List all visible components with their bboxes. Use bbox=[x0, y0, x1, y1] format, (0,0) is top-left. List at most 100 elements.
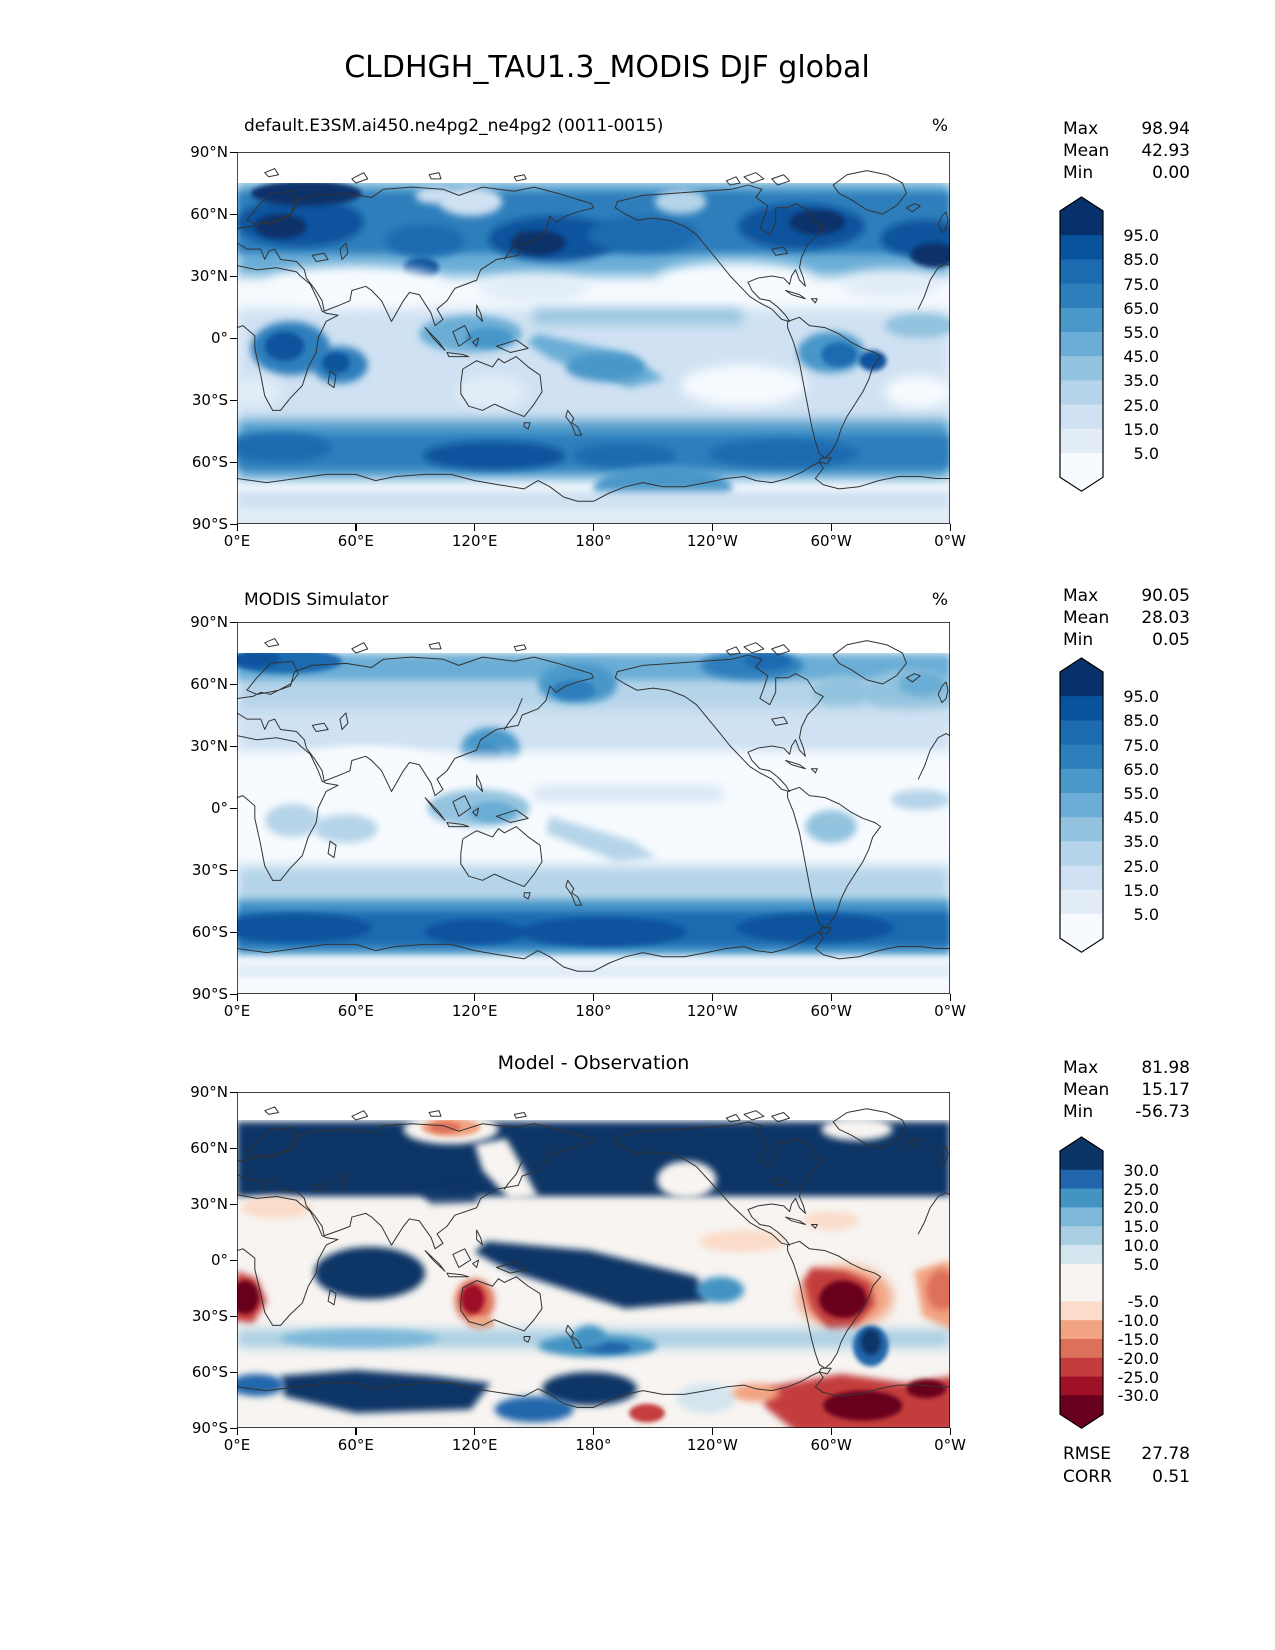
y-tick-label: 90°S bbox=[191, 985, 228, 1003]
y-tick-label: 90°S bbox=[191, 1419, 228, 1437]
x-tick-label: 120°E bbox=[451, 1436, 498, 1454]
colorbar-segment bbox=[1060, 865, 1103, 891]
colorbar-tick-label: 85.0 bbox=[1123, 711, 1159, 731]
colorbar bbox=[1059, 1136, 1104, 1429]
y-tick-mark bbox=[230, 1371, 237, 1373]
stat-label: Mean bbox=[1063, 1080, 1110, 1100]
colorbar-tick-label: 35.0 bbox=[1123, 832, 1159, 852]
y-tick-mark bbox=[230, 399, 237, 401]
y-tick-mark bbox=[230, 1259, 237, 1261]
colorbar-segment bbox=[1060, 1245, 1103, 1265]
colorbar-segment bbox=[1060, 1301, 1103, 1321]
y-tick-mark bbox=[230, 1427, 237, 1429]
y-tick-label: 30°S bbox=[191, 391, 228, 409]
colorbar-tick-label: 15.0 bbox=[1123, 419, 1159, 439]
x-tick-label: 0°E bbox=[223, 532, 251, 550]
stat-value: 28.03 bbox=[1141, 608, 1190, 628]
colorbar-segment bbox=[1060, 1395, 1103, 1415]
x-tick-label: 180° bbox=[575, 1002, 612, 1020]
colorbar-tick-label: 45.0 bbox=[1123, 808, 1159, 828]
colorbar-segment bbox=[1060, 332, 1103, 357]
x-tick-mark bbox=[474, 524, 476, 531]
stats-row: Min 0.00 bbox=[1063, 163, 1190, 183]
colorbar-segment bbox=[1060, 817, 1103, 842]
x-tick-mark bbox=[355, 994, 357, 1001]
y-tick-mark bbox=[230, 1315, 237, 1317]
stat-value: 90.05 bbox=[1141, 586, 1190, 606]
y-tick-label: 60°N bbox=[190, 1139, 228, 1157]
colorbar-tick-label: 75.0 bbox=[1123, 735, 1159, 755]
x-tick-label: 0°E bbox=[223, 1002, 251, 1020]
colorbar-segment bbox=[1060, 1357, 1103, 1377]
stats-row-rmse: RMSE 27.78 bbox=[1063, 1444, 1190, 1464]
colorbar-segment bbox=[1060, 307, 1103, 333]
panel-2-title: MODIS Simulator bbox=[244, 590, 389, 610]
y-tick-label: 90°N bbox=[190, 143, 228, 161]
x-tick-label: 60°W bbox=[810, 1002, 852, 1020]
x-tick-label: 60°E bbox=[337, 1002, 374, 1020]
y-tick-mark bbox=[230, 151, 237, 153]
y-tick-label: 30°N bbox=[190, 267, 228, 285]
y-tick-label: 60°S bbox=[191, 453, 228, 471]
stat-value: 98.94 bbox=[1141, 119, 1190, 139]
colorbar-tick-label: -30.0 bbox=[1117, 1386, 1159, 1406]
colorbar-tick-label: 85.0 bbox=[1123, 250, 1159, 270]
x-tick-mark bbox=[711, 994, 714, 1001]
y-tick-label: 0° bbox=[210, 799, 228, 817]
stat-label: Max bbox=[1063, 119, 1099, 139]
x-tick-mark bbox=[949, 524, 951, 531]
stat-label: Max bbox=[1063, 1058, 1099, 1078]
colorbar-tick-label: 20.0 bbox=[1123, 1198, 1159, 1218]
stat-value: 15.17 bbox=[1141, 1080, 1190, 1100]
panel-3-title: Model - Observation bbox=[497, 1052, 690, 1074]
x-tick-label: 180° bbox=[575, 532, 612, 550]
colorbar-tick-label: -15.0 bbox=[1117, 1330, 1159, 1349]
colorbar-segment bbox=[1060, 1226, 1103, 1246]
x-tick-label: 0°W bbox=[934, 532, 966, 550]
stats-row: Mean 28.03 bbox=[1063, 608, 1190, 628]
colorbar-segment bbox=[1060, 720, 1103, 745]
colorbar-segment bbox=[1060, 1320, 1103, 1340]
colorbar-tick-label: 15.0 bbox=[1123, 880, 1159, 900]
stat-value: 0.51 bbox=[1152, 1467, 1190, 1487]
colorbar-tick-label: 45.0 bbox=[1123, 347, 1159, 367]
x-tick-label: 120°W bbox=[686, 1002, 738, 1020]
x-tick-label: 60°E bbox=[337, 1436, 374, 1454]
stat-label: Max bbox=[1063, 586, 1099, 606]
colorbar-segment bbox=[1060, 211, 1103, 236]
colorbar-tick-label: -5.0 bbox=[1127, 1292, 1159, 1312]
colorbar-tick-label: 65.0 bbox=[1123, 759, 1159, 779]
x-tick-label: 60°W bbox=[810, 532, 852, 550]
x-tick-label: 120°W bbox=[686, 532, 738, 550]
stat-label: RMSE bbox=[1063, 1444, 1112, 1464]
colorbar-tick-label: 25.0 bbox=[1123, 1179, 1159, 1199]
y-tick-mark bbox=[230, 1147, 237, 1149]
stats-row: Mean 42.93 bbox=[1063, 141, 1190, 161]
colorbar-tick-label: 5.0 bbox=[1133, 905, 1159, 924]
colorbar-tick-label: 15.0 bbox=[1123, 1217, 1159, 1237]
stats-row: Max 81.98 bbox=[1063, 1058, 1190, 1078]
stat-label: Mean bbox=[1063, 608, 1110, 628]
colorbar-tick-label: 5.0 bbox=[1133, 444, 1159, 463]
colorbar-tick-label: 95.0 bbox=[1123, 226, 1159, 246]
stats-row-corr: CORR 0.51 bbox=[1063, 1467, 1190, 1487]
contour-field bbox=[237, 1092, 950, 1428]
stat-label: Min bbox=[1063, 163, 1094, 183]
y-tick-mark bbox=[230, 683, 237, 685]
colorbar-tick-label: 65.0 bbox=[1123, 298, 1159, 318]
colorbar-tick-label: -25.0 bbox=[1117, 1367, 1159, 1387]
figure-title: CLDHGH_TAU1.3_MODIS DJF global bbox=[344, 50, 870, 85]
colorbar-tick-label: -10.0 bbox=[1117, 1311, 1159, 1331]
stat-label: Mean bbox=[1063, 141, 1110, 161]
map-panel-model bbox=[237, 152, 950, 524]
colorbar-segment bbox=[1060, 356, 1103, 381]
colorbar-segment bbox=[1060, 1207, 1103, 1227]
colorbar-tick-label: 10.0 bbox=[1123, 1236, 1159, 1255]
colorbar-segment bbox=[1060, 404, 1103, 430]
colorbar-segment bbox=[1060, 380, 1103, 405]
x-tick-mark bbox=[474, 1428, 476, 1435]
colorbar-segment bbox=[1060, 1263, 1103, 1302]
y-tick-label: 60°N bbox=[190, 675, 228, 693]
x-tick-mark bbox=[593, 1428, 595, 1435]
colorbar-tick-label: 5.0 bbox=[1133, 1254, 1159, 1274]
